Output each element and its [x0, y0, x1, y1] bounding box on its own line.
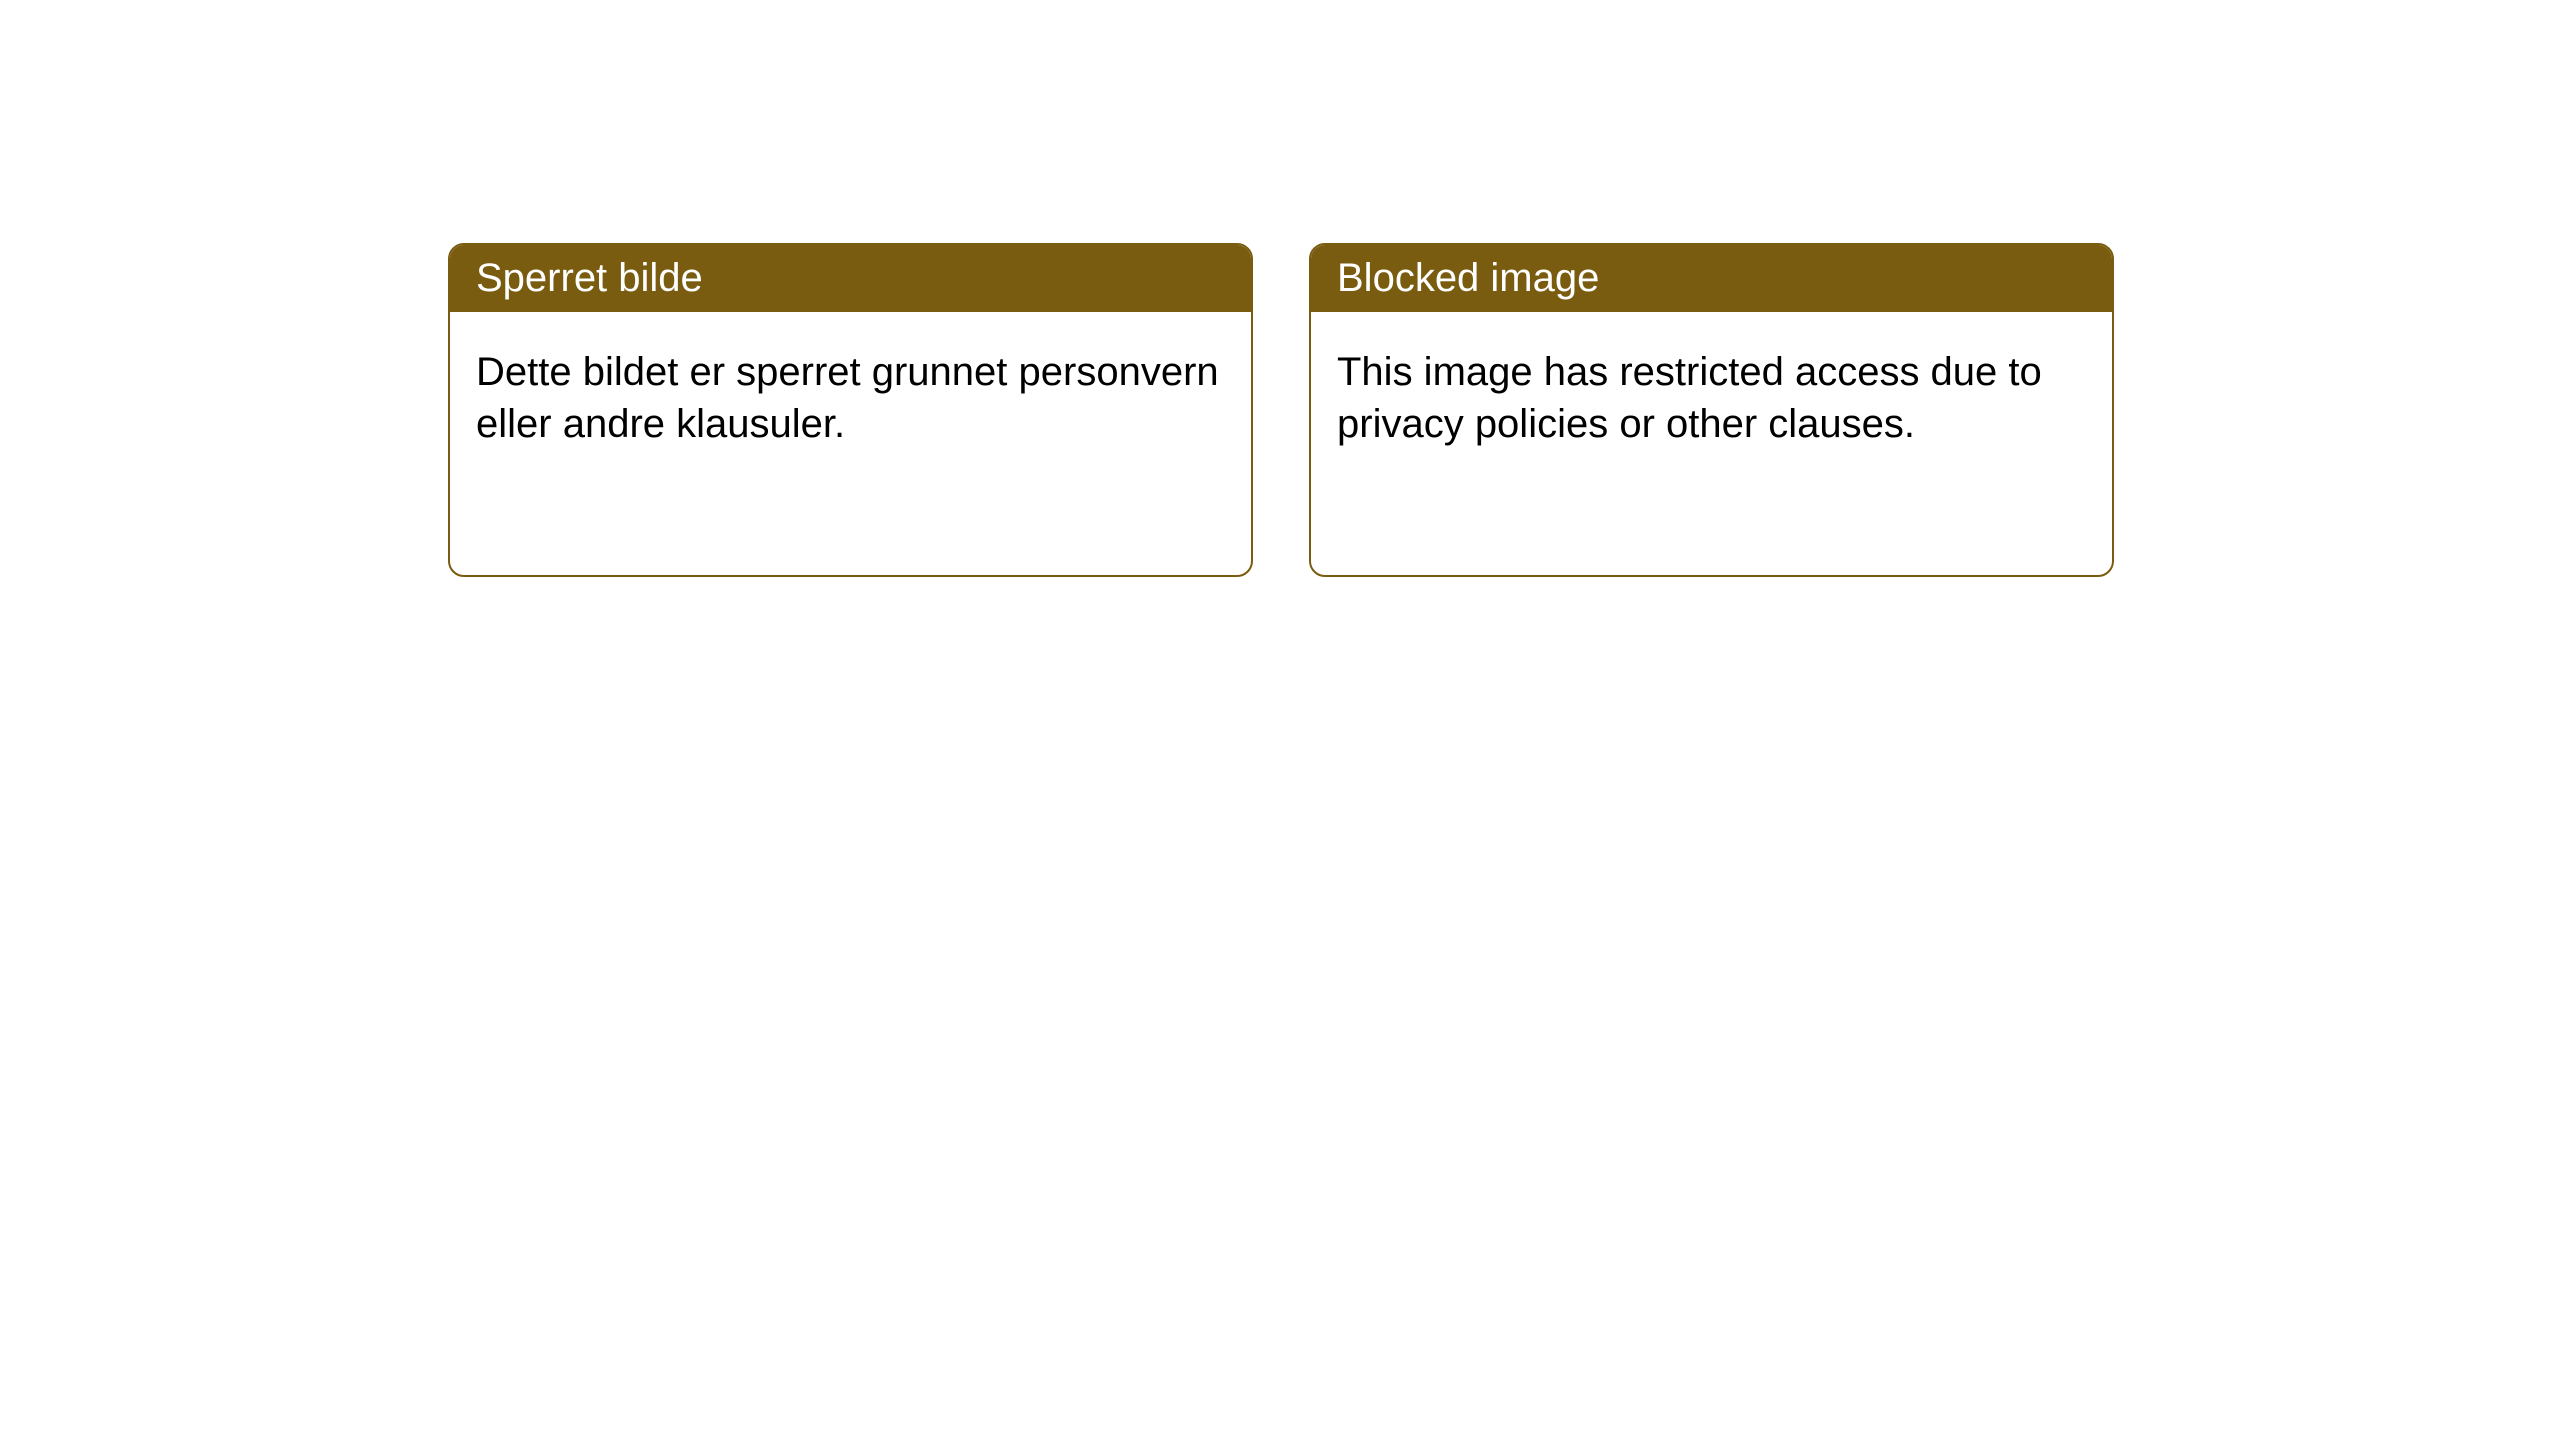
- card-body-text: This image has restricted access due to …: [1337, 350, 2042, 446]
- card-body: Dette bildet er sperret grunnet personve…: [450, 312, 1251, 484]
- card-title: Blocked image: [1337, 256, 1599, 300]
- notice-cards-container: Sperret bilde Dette bildet er sperret gr…: [0, 0, 2560, 577]
- card-title: Sperret bilde: [476, 256, 703, 300]
- notice-card-english: Blocked image This image has restricted …: [1309, 243, 2114, 577]
- card-body: This image has restricted access due to …: [1311, 312, 2112, 484]
- card-body-text: Dette bildet er sperret grunnet personve…: [476, 350, 1219, 446]
- card-header: Blocked image: [1311, 245, 2112, 312]
- card-header: Sperret bilde: [450, 245, 1251, 312]
- notice-card-norwegian: Sperret bilde Dette bildet er sperret gr…: [448, 243, 1253, 577]
